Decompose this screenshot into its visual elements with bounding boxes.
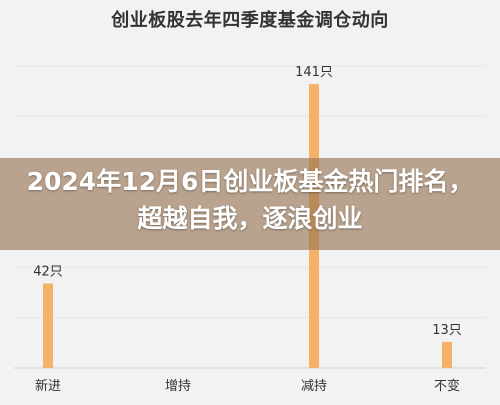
data-label-3: 13只 xyxy=(432,323,462,338)
bar-0 xyxy=(43,283,53,368)
data-label-0: 42只 xyxy=(33,264,63,279)
category-label-1: 增持 xyxy=(165,379,191,394)
data-label-2: 141只 xyxy=(295,65,333,80)
category-label-3: 不变 xyxy=(434,378,460,394)
headline-text: 2024年12月6日创业板基金热门排名，超越自我，逐浪创业 xyxy=(26,167,474,233)
chart-title: 创业板股去年四季度基金调仓动向 xyxy=(111,10,389,31)
bar-3 xyxy=(442,341,452,368)
category-label-0: 新进 xyxy=(35,378,61,394)
headline-banner xyxy=(0,158,500,250)
category-label-2: 减持 xyxy=(301,379,327,394)
